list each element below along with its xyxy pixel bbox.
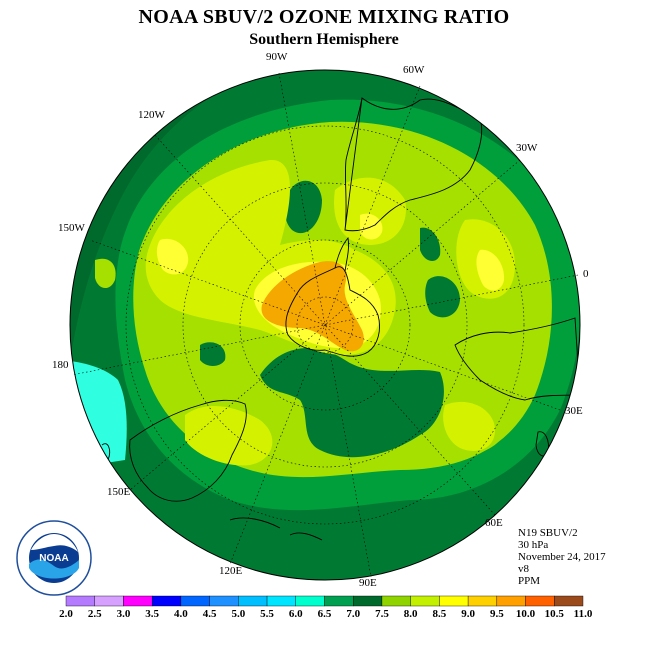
contour-8.0-8.5-d bbox=[185, 405, 273, 466]
info-version: v8 bbox=[518, 563, 529, 575]
lat-circle-80 bbox=[296, 296, 354, 354]
colorbar-label: 6.5 bbox=[317, 608, 332, 620]
lon-label-90w: 90W bbox=[266, 51, 288, 63]
info-units: PPM bbox=[518, 575, 541, 587]
lon-label-30e: 30E bbox=[565, 405, 583, 417]
meridian-60e-120w bbox=[154, 134, 496, 516]
lon-label-150e: 150E bbox=[107, 486, 131, 498]
info-block: N19 SBUV/2 30 hPa November 24, 2017 v8 P… bbox=[518, 527, 606, 587]
coastlines bbox=[94, 97, 580, 541]
contour-patch-e bbox=[200, 342, 226, 366]
noaa-logo: NOAA bbox=[16, 520, 92, 596]
colorbar-label: 11.0 bbox=[573, 608, 593, 620]
lon-label-180: 180 bbox=[52, 359, 69, 371]
contour-8.0-8.5-b bbox=[334, 177, 406, 245]
colorbar-label: 10.0 bbox=[515, 608, 536, 620]
lat-circle-40 bbox=[182, 182, 468, 468]
contour-8.0-8.5-f bbox=[95, 258, 116, 289]
colorbar-label: 7.5 bbox=[375, 608, 389, 620]
colorbar-label: 3.5 bbox=[145, 608, 160, 620]
colorbar-label: 5.5 bbox=[260, 608, 274, 620]
map-subtitle: Southern Hemisphere bbox=[249, 31, 399, 48]
info-level: 30 hPa bbox=[518, 539, 549, 551]
antarctic-peninsula bbox=[334, 236, 349, 273]
meridian-60w-120e bbox=[229, 85, 421, 565]
indonesia-coast bbox=[229, 517, 323, 541]
contour-patch-c bbox=[420, 227, 441, 262]
lat-circle-60 bbox=[239, 239, 411, 411]
colorbar-label: 9.5 bbox=[489, 608, 504, 620]
logo-text: NOAA bbox=[39, 553, 68, 564]
lon-label-0: 0 bbox=[583, 268, 589, 280]
lat-circle-20 bbox=[125, 125, 525, 525]
contour-patch-d bbox=[425, 276, 460, 318]
colorbar-label: 6.0 bbox=[288, 608, 303, 620]
lon-label-120e: 120E bbox=[219, 565, 243, 577]
australia-coast bbox=[129, 399, 247, 502]
colorbar-label: 9.0 bbox=[461, 608, 475, 620]
lon-label-60w: 60W bbox=[403, 64, 425, 76]
lon-label-120w: 120W bbox=[138, 109, 165, 121]
lon-label-90e: 90E bbox=[359, 577, 377, 589]
colorbar-label: 8.0 bbox=[403, 608, 418, 620]
africa-coast bbox=[454, 317, 580, 401]
meridian-30e-150w bbox=[89, 239, 561, 411]
graticule bbox=[71, 72, 579, 578]
meridian-30w-150e bbox=[129, 159, 521, 491]
colorbar-label: 5.0 bbox=[231, 608, 246, 620]
contour-8.5-9.0-c bbox=[476, 249, 505, 291]
contour-patch-lower bbox=[260, 348, 444, 458]
colorbar-label: 4.0 bbox=[174, 608, 188, 620]
colorbar-label: 3.0 bbox=[116, 608, 131, 620]
colorbar-label: 10.5 bbox=[544, 608, 564, 620]
ozone-field bbox=[70, 70, 580, 580]
antarctica-coast bbox=[285, 266, 380, 357]
colorbar-label: 8.5 bbox=[432, 608, 447, 620]
info-date: November 24, 2017 bbox=[518, 551, 606, 563]
lon-label-150w: 150W bbox=[58, 222, 85, 234]
contour-9.0-9.5 bbox=[261, 261, 364, 352]
lon-label-30w: 30W bbox=[516, 142, 538, 154]
colorbar-label: 2.0 bbox=[59, 608, 73, 620]
colorbar-label: 4.5 bbox=[202, 608, 217, 620]
info-satellite: N19 SBUV/2 bbox=[518, 527, 578, 539]
map-border bbox=[69, 69, 581, 581]
map-title: NOAA SBUV/2 OZONE MIXING RATIO bbox=[138, 6, 510, 28]
colorbar-label: 7.0 bbox=[346, 608, 361, 620]
contour-8.5-9.0-d bbox=[156, 238, 189, 275]
colorbar-label: 2.5 bbox=[87, 608, 102, 620]
south-america-coast bbox=[344, 97, 483, 232]
lon-label-60e: 60E bbox=[485, 517, 503, 529]
contour-8.0-8.5-e bbox=[443, 401, 495, 451]
